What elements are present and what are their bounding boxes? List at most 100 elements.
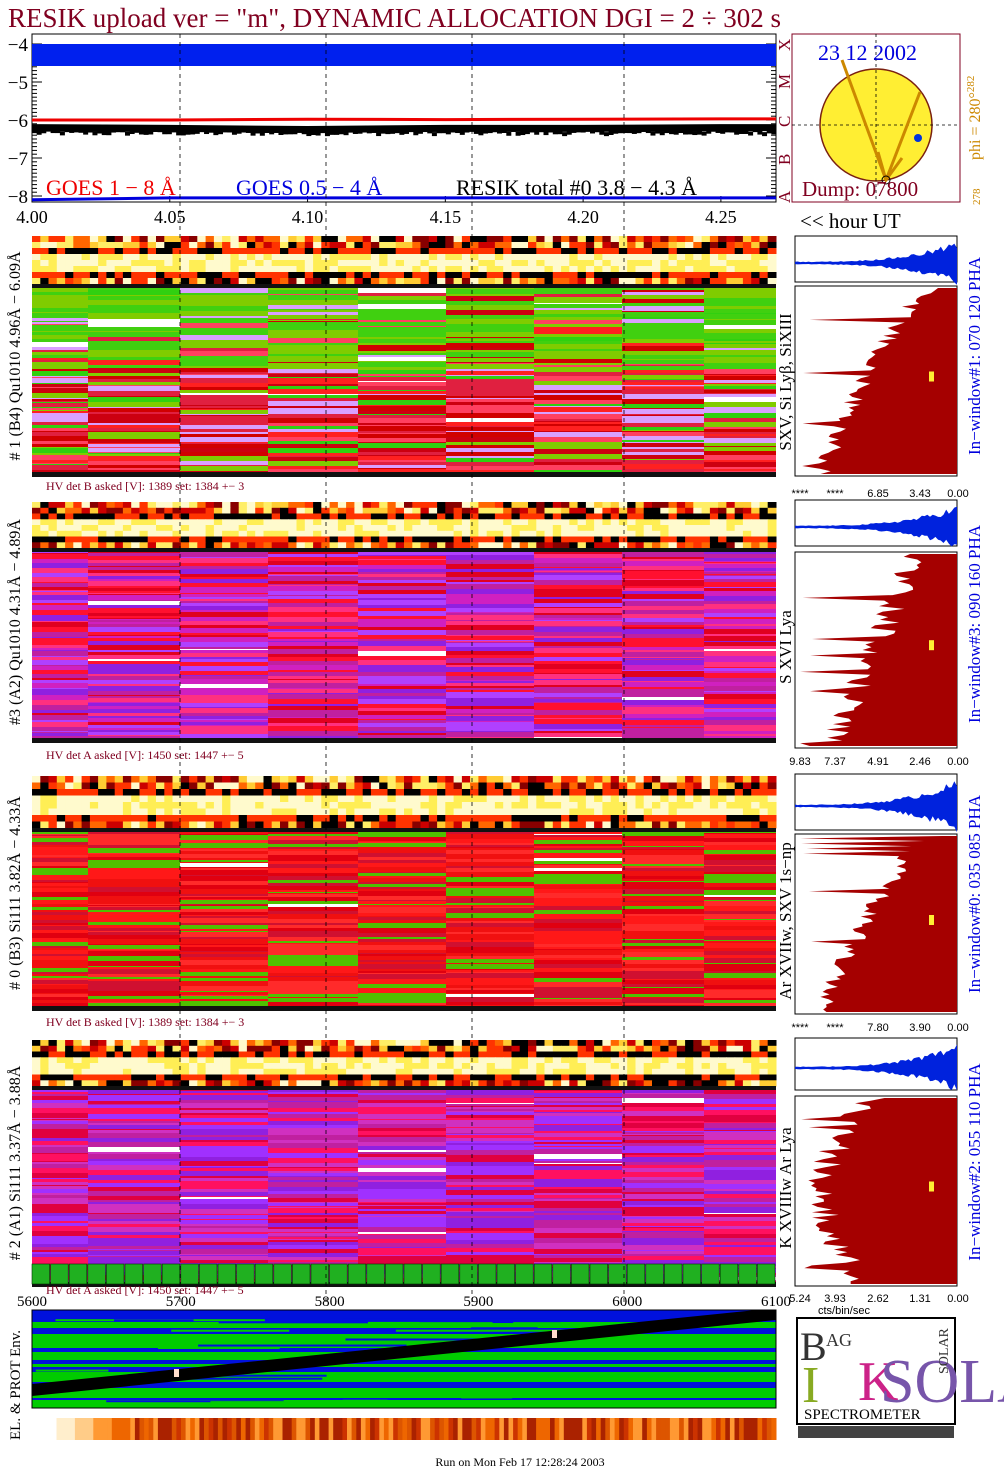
count-cell xyxy=(238,272,248,279)
spectrogram-stripe xyxy=(534,898,622,902)
count-cell xyxy=(370,1057,380,1064)
count-cell xyxy=(32,536,41,543)
count-cell xyxy=(131,278,140,285)
count-cell xyxy=(652,1045,661,1053)
count-cell xyxy=(552,507,562,515)
count-cell xyxy=(89,1045,99,1053)
spectrogram-stripe xyxy=(704,667,776,668)
count-cell xyxy=(486,1045,496,1053)
spectrogram-stripe xyxy=(268,928,358,931)
spectrogram-stripe xyxy=(88,366,180,367)
spectrogram-stripe xyxy=(88,386,180,391)
count-cell xyxy=(156,248,165,255)
count-cell xyxy=(693,1040,703,1047)
count-cell xyxy=(767,821,777,829)
count-cell xyxy=(652,248,661,255)
spectrogram-stripe xyxy=(622,940,704,942)
spectrogram-stripe xyxy=(180,601,268,603)
spectrogram-stripe xyxy=(622,585,704,586)
spectrogram-stripe xyxy=(358,847,446,850)
spectrogram-stripe xyxy=(534,572,622,573)
count-cell xyxy=(453,1063,463,1070)
spectrogram-stripe xyxy=(358,937,446,939)
count-cell xyxy=(255,266,264,273)
count-cell xyxy=(131,272,140,279)
count-cell xyxy=(379,236,388,243)
count-cell xyxy=(519,821,529,829)
count-cell xyxy=(337,242,347,249)
spectrogram-stripe xyxy=(622,355,704,359)
resik-sample xyxy=(55,129,61,134)
count-cell xyxy=(461,1045,471,1053)
count-cell xyxy=(767,808,777,816)
count-cell xyxy=(734,802,744,809)
spectrogram-stripe xyxy=(180,726,268,730)
spectrogram-stripe xyxy=(704,438,776,443)
count-cell xyxy=(453,530,463,538)
spectrogram-stripe xyxy=(358,956,446,960)
count-cell xyxy=(602,1057,612,1064)
count-cell xyxy=(313,1068,322,1076)
spectrogram-stripe xyxy=(88,327,180,331)
count-cell xyxy=(337,260,347,267)
count-cell xyxy=(213,266,223,273)
count-cell xyxy=(437,789,446,796)
spectrogram-stripe xyxy=(534,884,622,885)
count-cell xyxy=(379,1040,388,1047)
count-cell xyxy=(759,1080,769,1087)
spectrogram-stripe xyxy=(268,901,358,904)
spectrogram-stripe xyxy=(180,444,268,448)
count-cell xyxy=(511,1068,521,1076)
spectrogram-stripe xyxy=(180,848,268,849)
spectrogram-stripe xyxy=(180,378,268,383)
count-cell xyxy=(40,242,50,249)
count-cell xyxy=(511,1063,521,1070)
count-cell xyxy=(255,272,264,279)
count-cell xyxy=(329,802,339,809)
spectrogram-stripe xyxy=(704,955,776,957)
spectrogram-stripe xyxy=(358,896,446,900)
count-cell xyxy=(147,507,157,515)
count-cell xyxy=(561,1080,570,1087)
count-cell xyxy=(536,821,546,829)
count-cell xyxy=(379,242,388,249)
count-cell xyxy=(255,808,264,816)
spectrogram-stripe xyxy=(32,563,88,568)
count-cell xyxy=(122,808,132,816)
count-cell xyxy=(536,513,546,520)
channel-line-label: SXV, Si Lyβ, SiXIII xyxy=(776,313,795,451)
spectrogram-stripe xyxy=(534,893,622,898)
flux-y-tick-label: −4 xyxy=(8,35,29,56)
count-cell xyxy=(114,513,124,520)
count-cell xyxy=(73,513,83,520)
count-cell xyxy=(445,1057,455,1064)
resik-sample xyxy=(655,129,661,134)
count-cell xyxy=(172,1045,182,1053)
count-cell xyxy=(313,776,322,783)
count-cell xyxy=(106,278,116,285)
count-cell xyxy=(387,272,397,279)
count-cell xyxy=(404,782,413,790)
count-cell xyxy=(660,254,670,261)
count-cell xyxy=(222,808,231,816)
spectrogram-stripe xyxy=(32,402,88,403)
spectrogram-stripe xyxy=(32,1161,88,1162)
count-cell xyxy=(213,1051,223,1058)
count-cell xyxy=(40,525,50,532)
count-cell xyxy=(461,776,471,783)
count-cell xyxy=(470,530,479,538)
count-cell xyxy=(519,1063,529,1070)
count-cell xyxy=(362,808,372,816)
count-cell xyxy=(503,502,512,509)
spectrogram-stripe xyxy=(32,920,88,923)
count-cell xyxy=(205,260,215,267)
spectrogram-stripe xyxy=(534,332,622,334)
spectrogram-stripe xyxy=(88,288,180,290)
resik-sample xyxy=(213,131,219,136)
count-cell xyxy=(40,248,50,255)
count-cell xyxy=(536,542,546,549)
count-cell xyxy=(114,808,124,816)
count-cell xyxy=(428,525,438,532)
count-cell xyxy=(40,536,50,543)
spectrogram-stripe xyxy=(534,657,622,661)
